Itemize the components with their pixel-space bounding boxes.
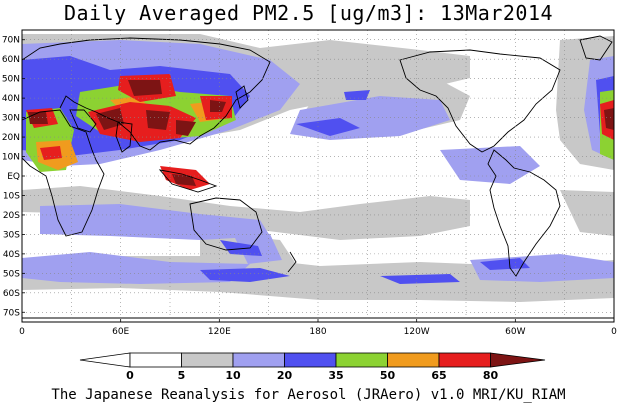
lat-axis-labels: 70N 60N 50N 40N 30N 20N 10N EQ 10S 20S 30S 40S 50S 60… [2, 36, 25, 318]
colorbar-bin [129, 352, 182, 368]
lon-tick-label: 0 [19, 327, 25, 337]
colorbar-tick-label: 5 [178, 369, 186, 382]
colorbar-tick-label: 65 [431, 369, 446, 382]
lat-tick-label: 60S [3, 289, 20, 299]
colorbar-tick-label: 0 [126, 369, 134, 382]
colorbar-tick-label: 10 [225, 369, 241, 382]
lat-tick-label: 60N [2, 55, 20, 65]
lat-tick-label: 70S [3, 308, 20, 318]
lat-tick-label: 10N [2, 153, 20, 163]
colorbar-tick-label: 35 [328, 369, 343, 382]
colorbar-under-arrow [79, 352, 131, 368]
lat-tick-label: 70N [2, 36, 20, 46]
lon-tick-label: 60E [112, 327, 129, 337]
lon-tick-label: 120W [404, 327, 430, 337]
colorbar-bin [335, 352, 388, 368]
lat-tick-label: 30S [3, 230, 20, 240]
lon-axis-labels: 0 60E 120E 180 120W 60W 0 [19, 319, 617, 337]
colorbar-tick-label: 20 [277, 369, 293, 382]
colorbar-tick-label: 80 [483, 369, 499, 382]
colorbar-bin [181, 352, 234, 368]
lat-tick-label: 40N [2, 94, 20, 104]
lat-tick-label: 30N [2, 114, 20, 124]
map-gridlines [21, 30, 615, 322]
colorbar-bin [387, 352, 440, 368]
map-title: Daily Averaged PM2.5 [ug/m3]: 13Mar2014 [63, 1, 554, 25]
lon-tick-label: 0 [611, 327, 617, 337]
colorbar-bin [438, 352, 491, 368]
colorbar-over-arrow [490, 352, 546, 368]
lon-tick-label: 180 [309, 327, 326, 337]
colorbar: 0 5 10 20 35 50 65 80 [79, 352, 546, 382]
lon-tick-label: 60W [505, 327, 525, 337]
lat-tick-label: 50N [2, 75, 20, 85]
lat-tick-label: EQ [7, 172, 20, 182]
lat-tick-label: 50S [3, 269, 20, 279]
colorbar-bin [232, 352, 285, 368]
lat-tick-label: 20S [3, 211, 20, 221]
lat-tick-label: 40S [3, 250, 20, 260]
colorbar-tick-label: 50 [380, 369, 396, 382]
map-footer: The Japanese Reanalysis for Aerosol (JRA… [51, 387, 566, 403]
colorbar-bin [284, 352, 337, 368]
lon-tick-label: 120E [208, 327, 231, 337]
lat-tick-label: 10S [3, 191, 20, 201]
lat-tick-label: 20N [2, 133, 20, 143]
